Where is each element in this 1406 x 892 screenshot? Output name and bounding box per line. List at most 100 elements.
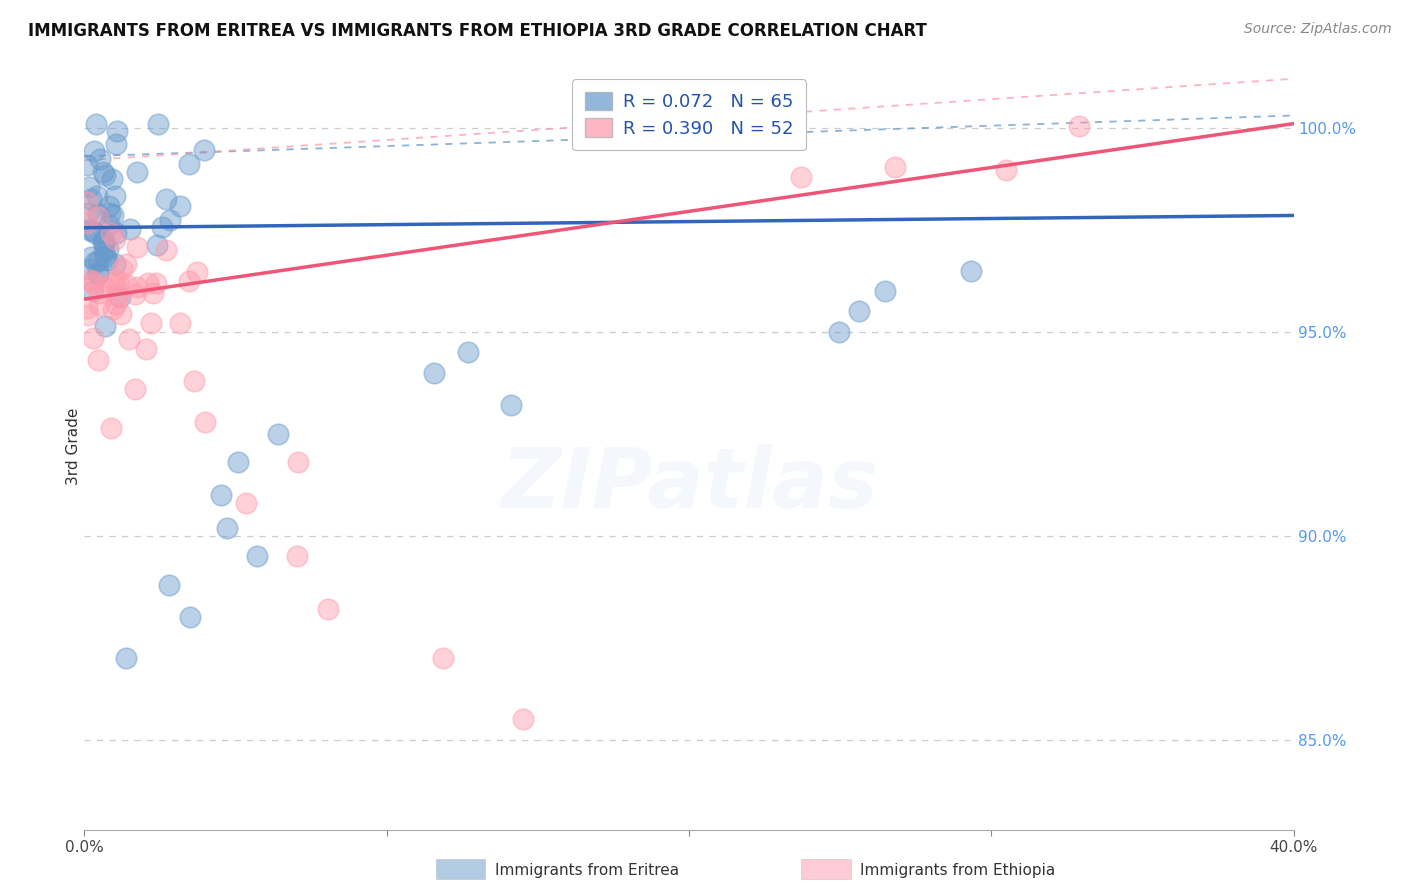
Point: [159, 213, 181, 227]
Point: [100, 421, 122, 435]
Point: [142, 286, 165, 301]
Point: [100, 226, 122, 240]
Point: [994, 163, 1017, 178]
Point: [105, 124, 128, 138]
Point: [146, 237, 169, 252]
Point: [83, 144, 105, 158]
Legend: R = 0.072   N = 65, R = 0.390   N = 52: R = 0.072 N = 65, R = 0.390 N = 52: [572, 79, 806, 151]
Point: [82, 224, 104, 238]
Point: [82, 331, 104, 345]
Point: [76, 205, 98, 219]
Point: [86, 189, 108, 203]
Point: [209, 488, 232, 502]
Point: [93, 244, 115, 259]
Point: [97, 218, 120, 232]
Point: [76, 301, 98, 315]
Point: [77, 273, 100, 287]
Text: Immigrants from Ethiopia: Immigrants from Ethiopia: [860, 863, 1056, 878]
Point: [97, 242, 120, 256]
Point: [148, 117, 170, 131]
Point: [93, 237, 115, 252]
Point: [111, 262, 134, 277]
Point: [82, 277, 104, 292]
Point: [76, 194, 98, 209]
Point: [423, 366, 446, 380]
Point: [287, 455, 309, 469]
Point: [114, 651, 136, 665]
Point: [104, 277, 127, 292]
Point: [89, 285, 111, 300]
Point: [124, 382, 146, 396]
Point: [115, 277, 138, 292]
Point: [87, 210, 110, 224]
Point: [87, 267, 110, 281]
Point: [1069, 119, 1091, 133]
Point: [183, 374, 205, 388]
Point: [86, 207, 108, 221]
Point: [226, 455, 249, 469]
Point: [87, 352, 110, 367]
Point: [83, 226, 105, 240]
Point: [76, 158, 98, 172]
Point: [316, 602, 339, 616]
Point: [186, 265, 208, 279]
Point: [98, 199, 121, 213]
Point: [169, 199, 191, 213]
Point: [104, 226, 127, 240]
Text: Immigrants from Eritrea: Immigrants from Eritrea: [495, 863, 679, 878]
Point: [86, 117, 108, 131]
Point: [884, 160, 907, 174]
Point: [115, 257, 138, 271]
Point: [101, 171, 124, 186]
Text: ZIPatlas: ZIPatlas: [501, 444, 877, 524]
Point: [77, 180, 100, 194]
Point: [512, 712, 534, 726]
Point: [959, 263, 981, 277]
Point: [82, 274, 104, 288]
Point: [125, 280, 148, 294]
Point: [124, 287, 146, 301]
Point: [77, 223, 100, 237]
Point: [89, 153, 111, 167]
Point: [93, 169, 115, 183]
Point: [82, 285, 104, 299]
Point: [235, 496, 257, 510]
Point: [177, 157, 200, 171]
Point: [79, 250, 101, 264]
Point: [103, 273, 125, 287]
Point: [104, 136, 127, 151]
Point: [157, 578, 180, 592]
Point: [93, 233, 115, 247]
Point: [285, 549, 308, 564]
Point: [105, 297, 128, 311]
Point: [267, 426, 290, 441]
Point: [155, 243, 177, 257]
Text: Source: ZipAtlas.com: Source: ZipAtlas.com: [1244, 22, 1392, 37]
Point: [127, 240, 149, 254]
Point: [215, 520, 238, 534]
Point: [98, 206, 121, 220]
Point: [87, 253, 110, 268]
Point: [94, 319, 117, 334]
Point: [127, 165, 149, 179]
Point: [104, 232, 127, 246]
Point: [117, 332, 139, 346]
Point: [94, 250, 117, 264]
Point: [104, 257, 127, 271]
Point: [91, 235, 114, 249]
Point: [246, 549, 269, 564]
Point: [76, 216, 98, 230]
Point: [177, 274, 200, 288]
Point: [87, 266, 110, 280]
Point: [76, 308, 98, 322]
Point: [828, 325, 851, 339]
Y-axis label: 3rd Grade: 3rd Grade: [66, 408, 80, 484]
Point: [104, 189, 127, 203]
Point: [110, 307, 132, 321]
Point: [873, 284, 896, 298]
Point: [93, 280, 115, 294]
Point: [103, 208, 125, 222]
Point: [120, 221, 142, 235]
Point: [105, 289, 128, 303]
Point: [135, 343, 157, 357]
